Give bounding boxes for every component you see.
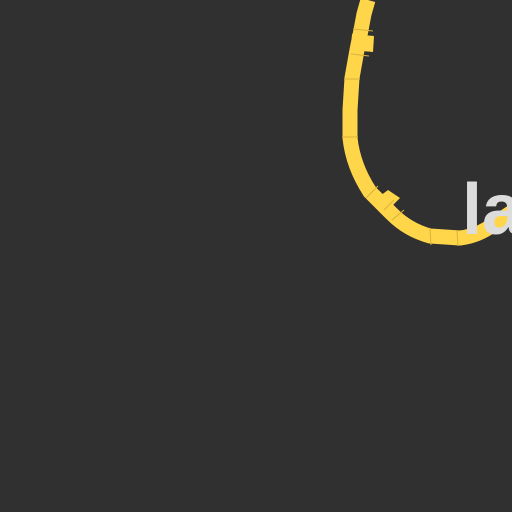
road-divider bbox=[383, 199, 395, 211]
road-divider bbox=[456, 230, 459, 247]
road-segment-offset bbox=[380, 190, 400, 206]
road-segment-offset bbox=[351, 34, 374, 52]
place-label: la bbox=[462, 170, 512, 250]
road-divider bbox=[391, 209, 405, 221]
road-divider bbox=[429, 228, 432, 246]
road-divider bbox=[352, 28, 374, 32]
road-divider bbox=[365, 185, 379, 199]
road-divider bbox=[350, 53, 370, 57]
highlighted-road[interactable] bbox=[342, 0, 512, 246]
road-segment-dividers bbox=[342, 28, 459, 247]
